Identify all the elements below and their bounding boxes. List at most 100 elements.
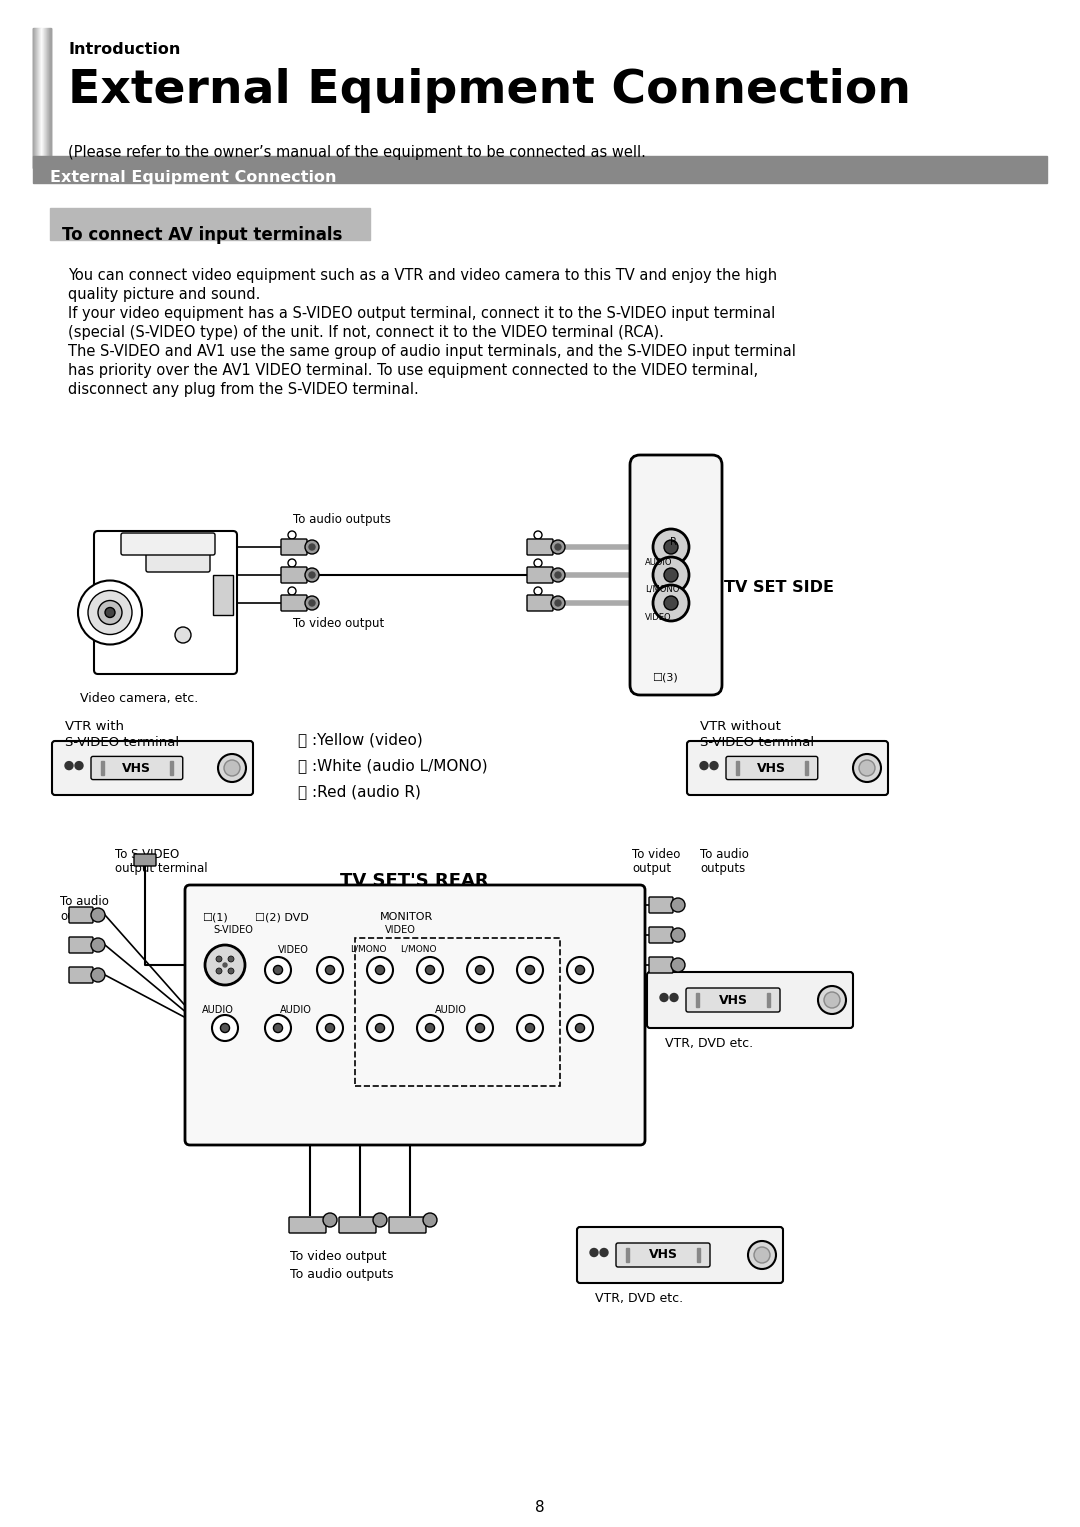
Circle shape <box>653 585 689 621</box>
Circle shape <box>175 628 191 643</box>
Circle shape <box>426 1023 434 1032</box>
FancyBboxPatch shape <box>281 596 307 611</box>
Circle shape <box>534 559 542 567</box>
Text: VHS: VHS <box>757 762 786 774</box>
Circle shape <box>417 1015 443 1041</box>
Bar <box>697 1248 700 1261</box>
Text: To audio: To audio <box>700 847 748 861</box>
Circle shape <box>423 1212 437 1228</box>
Text: VIDEO: VIDEO <box>384 925 416 935</box>
FancyBboxPatch shape <box>94 531 237 673</box>
Circle shape <box>288 586 296 596</box>
Circle shape <box>853 754 881 782</box>
FancyBboxPatch shape <box>91 756 183 780</box>
Text: outputs: outputs <box>700 863 745 875</box>
Circle shape <box>417 957 443 983</box>
Circle shape <box>534 586 542 596</box>
Text: VTR with: VTR with <box>65 721 124 733</box>
Circle shape <box>265 957 291 983</box>
Text: 8: 8 <box>536 1500 544 1515</box>
Text: AUDIO: AUDIO <box>435 1005 467 1015</box>
Circle shape <box>91 938 105 951</box>
FancyBboxPatch shape <box>649 957 673 973</box>
Circle shape <box>551 596 565 609</box>
Circle shape <box>475 1023 485 1032</box>
Circle shape <box>526 965 535 974</box>
Circle shape <box>205 945 245 985</box>
FancyBboxPatch shape <box>649 896 673 913</box>
FancyBboxPatch shape <box>121 533 215 554</box>
FancyBboxPatch shape <box>339 1217 376 1232</box>
Circle shape <box>78 580 141 644</box>
Bar <box>50 208 370 240</box>
Circle shape <box>671 957 685 973</box>
Circle shape <box>818 986 846 1014</box>
Text: Introduction: Introduction <box>68 43 180 56</box>
Circle shape <box>318 957 343 983</box>
Circle shape <box>660 994 669 1002</box>
Text: To audio: To audio <box>60 895 109 909</box>
Bar <box>213 576 233 615</box>
Text: External Equipment Connection: External Equipment Connection <box>68 69 912 113</box>
Text: L/MONO: L/MONO <box>400 945 436 954</box>
Circle shape <box>288 559 296 567</box>
Text: has priority over the AV1 VIDEO terminal. To use equipment connected to the VIDE: has priority over the AV1 VIDEO terminal… <box>68 363 758 379</box>
Circle shape <box>526 1023 535 1032</box>
Circle shape <box>91 909 105 922</box>
Circle shape <box>220 1023 230 1032</box>
Text: If your video equipment has a S-VIDEO output terminal, connect it to the S-VIDEO: If your video equipment has a S-VIDEO ou… <box>68 305 775 321</box>
Circle shape <box>75 762 83 770</box>
Text: (Please refer to the owner’s manual of the equipment to be connected as well.: (Please refer to the owner’s manual of t… <box>68 145 646 160</box>
Circle shape <box>517 1015 543 1041</box>
Circle shape <box>218 754 246 782</box>
Text: L/MONO: L/MONO <box>350 945 387 954</box>
Circle shape <box>467 957 492 983</box>
Circle shape <box>309 600 315 606</box>
Circle shape <box>325 965 335 974</box>
Bar <box>170 762 173 774</box>
Circle shape <box>576 965 584 974</box>
Circle shape <box>551 541 565 554</box>
Bar <box>735 762 739 774</box>
Text: VIDEO: VIDEO <box>645 612 672 621</box>
Circle shape <box>216 968 222 974</box>
Circle shape <box>475 965 485 974</box>
Circle shape <box>567 957 593 983</box>
Text: ⓨ :Yellow (video): ⓨ :Yellow (video) <box>298 731 422 747</box>
Text: VHS: VHS <box>648 1249 677 1261</box>
Text: To video: To video <box>632 847 680 861</box>
Circle shape <box>105 608 114 617</box>
Text: S-VIDEO: S-VIDEO <box>213 925 253 935</box>
Text: To video output: To video output <box>293 617 384 631</box>
Bar <box>696 993 699 1006</box>
FancyBboxPatch shape <box>69 967 93 983</box>
Circle shape <box>467 1015 492 1041</box>
Circle shape <box>273 1023 283 1032</box>
FancyBboxPatch shape <box>527 539 553 554</box>
Bar <box>102 762 104 774</box>
FancyBboxPatch shape <box>146 541 210 573</box>
Text: quality picture and sound.: quality picture and sound. <box>68 287 260 302</box>
FancyBboxPatch shape <box>52 741 253 796</box>
Text: To video output: To video output <box>291 1251 387 1263</box>
Text: The S-VIDEO and AV1 use the same group of audio input terminals, and the S-VIDEO: The S-VIDEO and AV1 use the same group o… <box>68 344 796 359</box>
Circle shape <box>376 965 384 974</box>
Bar <box>767 993 770 1006</box>
Circle shape <box>265 1015 291 1041</box>
Text: VTR without: VTR without <box>700 721 781 733</box>
Text: AUDIO: AUDIO <box>280 1005 312 1015</box>
Circle shape <box>318 1015 343 1041</box>
FancyBboxPatch shape <box>69 907 93 922</box>
Text: AUDIO: AUDIO <box>645 557 673 567</box>
Circle shape <box>555 544 561 550</box>
Text: S-VIDEO terminal: S-VIDEO terminal <box>700 736 814 750</box>
Circle shape <box>305 541 319 554</box>
Circle shape <box>653 528 689 565</box>
Circle shape <box>376 1023 384 1032</box>
Circle shape <box>373 1212 387 1228</box>
Circle shape <box>754 1248 770 1263</box>
FancyBboxPatch shape <box>527 596 553 611</box>
Circle shape <box>305 596 319 609</box>
FancyBboxPatch shape <box>577 1228 783 1283</box>
Text: ☐(3): ☐(3) <box>652 673 678 683</box>
